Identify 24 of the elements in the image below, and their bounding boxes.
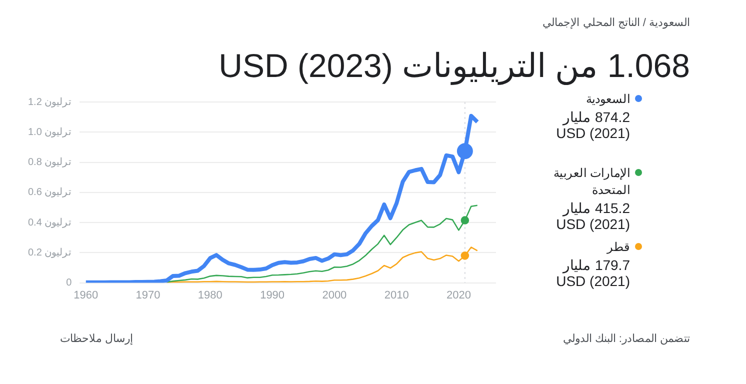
y-tick-label: 1.0 ترليون — [28, 126, 72, 138]
x-tick-label: 2020 — [446, 289, 471, 302]
text: تتضمن المصادر: البنك الدولي — [562, 332, 690, 345]
chart-title: 1.068 من التريليونات (2023) USD — [218, 46, 690, 85]
y-tick-label: 0.4 ترليون — [28, 217, 72, 228]
x-tick-label: 1960 — [74, 289, 98, 302]
x-tick-label: 1970 — [136, 289, 160, 302]
legend-label: الإمارات العربية المتحدة — [552, 165, 630, 199]
y-tick-label: 0 — [66, 278, 72, 289]
y-tick-label: 0.8 ترليون — [28, 157, 72, 168]
text: السعودية / الناتج المحلي الإجمالي — [542, 16, 690, 29]
legend-label: السعودية — [585, 91, 630, 108]
text: إرسال ملاحظات — [60, 332, 134, 345]
x-tick-label: 1990 — [260, 289, 285, 302]
x-tick-label: 1980 — [198, 289, 222, 302]
x-tick-label: 2000 — [322, 289, 347, 302]
text: 415.2 مليار USD (2021) — [555, 200, 630, 232]
text: 874.2 مليار USD (2021) — [555, 109, 630, 141]
x-tick-label: 2010 — [384, 289, 409, 302]
text: 179.7 مليار USD (2021) — [555, 257, 630, 289]
y-tick-label: 0.6 ترليون — [28, 187, 72, 198]
y-tick-label: 0.2 ترليون — [28, 247, 72, 258]
y-tick-label: 1.2 ترليون — [28, 96, 72, 108]
legend-label: قطر — [606, 239, 630, 256]
